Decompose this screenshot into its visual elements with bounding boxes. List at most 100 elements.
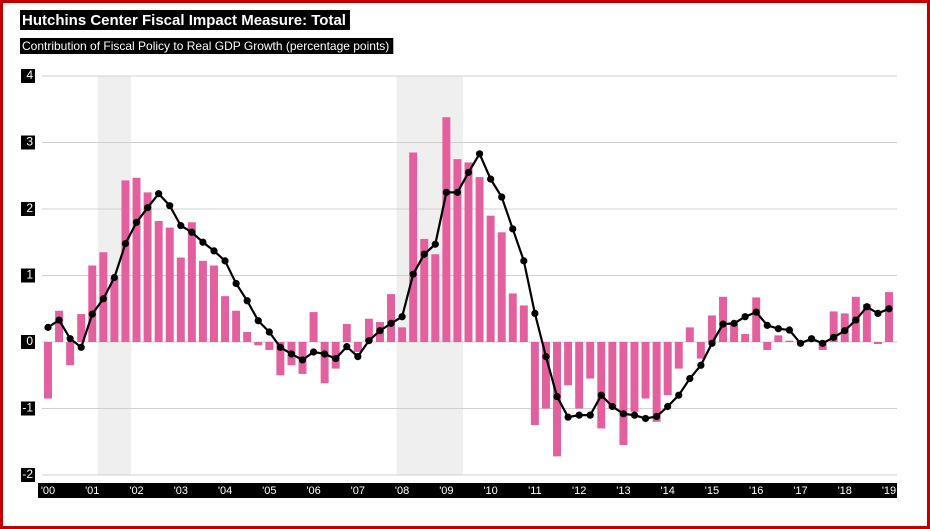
line-point — [819, 339, 827, 347]
bar — [763, 342, 772, 350]
line-point — [121, 239, 130, 248]
title-background — [20, 10, 350, 30]
line-point — [841, 327, 849, 335]
y-tick-background — [21, 69, 35, 83]
bar — [431, 254, 440, 342]
chart: Hutchins Center Fiscal Impact Measure: T… — [20, 10, 897, 498]
bar — [663, 342, 672, 396]
bar — [586, 342, 595, 379]
bar — [176, 257, 185, 342]
line-point — [232, 279, 240, 288]
bar — [829, 311, 838, 342]
line-point — [863, 303, 871, 311]
line-point — [99, 295, 107, 303]
line-point — [553, 392, 561, 401]
line-point — [332, 355, 340, 363]
line-point — [44, 323, 52, 331]
line-point — [188, 228, 196, 236]
line-point — [420, 250, 428, 258]
x-axis-strip — [38, 483, 897, 498]
line-point — [807, 335, 816, 343]
line-point — [77, 343, 85, 351]
x-tick-label: '12 — [572, 485, 586, 497]
line-point — [641, 414, 650, 423]
line-point — [298, 356, 307, 364]
line-point — [852, 316, 860, 324]
bar — [475, 177, 484, 342]
bar — [719, 296, 727, 342]
line-point — [608, 402, 616, 411]
bar — [530, 342, 539, 426]
x-tick-label: '18 — [838, 485, 852, 497]
x-tick-label: '13 — [616, 485, 630, 497]
bar — [121, 180, 130, 342]
line-point — [376, 327, 384, 335]
x-tick-label: '08 — [395, 485, 409, 497]
x-tick-label: '00 — [41, 485, 55, 497]
line-point — [885, 305, 893, 313]
bar — [198, 260, 207, 342]
line-point — [110, 273, 118, 282]
bar — [55, 310, 64, 342]
line-point — [719, 320, 727, 328]
x-tick-label: '11 — [528, 485, 542, 497]
line-point — [354, 353, 362, 361]
bar — [243, 332, 252, 342]
bar — [387, 294, 396, 342]
bar — [685, 327, 694, 342]
line-point — [774, 325, 782, 333]
bar — [110, 277, 119, 342]
line-point — [321, 350, 329, 358]
bar — [409, 152, 418, 342]
line-point — [763, 321, 771, 329]
bar — [265, 342, 274, 350]
bar — [486, 215, 495, 342]
line-point — [597, 391, 605, 399]
bar — [66, 342, 75, 366]
line-point — [874, 309, 882, 318]
line-point — [686, 374, 694, 383]
bar — [608, 342, 617, 409]
line-point — [88, 310, 96, 318]
bar — [630, 342, 639, 412]
y-tick-background — [21, 135, 35, 150]
x-tick-label: '17 — [793, 485, 807, 497]
line-point — [398, 313, 406, 321]
line-point — [243, 297, 251, 305]
x-tick-label: '09 — [439, 485, 453, 497]
bar — [597, 342, 606, 429]
bar — [232, 310, 241, 342]
line-point — [586, 411, 594, 419]
y-tick-label: 4 — [26, 68, 33, 82]
line-point — [166, 202, 174, 210]
line-point — [796, 339, 805, 347]
bar — [652, 342, 661, 422]
bar — [619, 342, 628, 446]
line-point — [442, 188, 450, 196]
line-point — [66, 335, 74, 343]
line-point — [630, 411, 639, 419]
x-tick-label: '19 — [882, 485, 896, 497]
x-tick-label: '02 — [129, 485, 143, 497]
line-point — [475, 150, 484, 158]
bar — [541, 342, 550, 409]
x-tick-label: '03 — [174, 485, 188, 497]
line-point — [542, 353, 550, 361]
bar — [187, 222, 196, 342]
line-point — [531, 309, 539, 318]
bar — [497, 232, 506, 342]
x-tick-label: '16 — [749, 485, 763, 497]
line-point — [653, 412, 661, 421]
bar — [862, 304, 871, 342]
line-point — [464, 168, 473, 177]
y-tick-label: 0 — [26, 334, 33, 348]
x-tick-label: '15 — [705, 485, 719, 497]
line-point — [431, 240, 439, 248]
bar — [464, 162, 473, 342]
line-point — [221, 257, 229, 265]
x-tick-label: '05 — [262, 485, 276, 497]
bar — [442, 117, 451, 342]
line-point — [730, 319, 738, 327]
bar — [165, 227, 174, 342]
